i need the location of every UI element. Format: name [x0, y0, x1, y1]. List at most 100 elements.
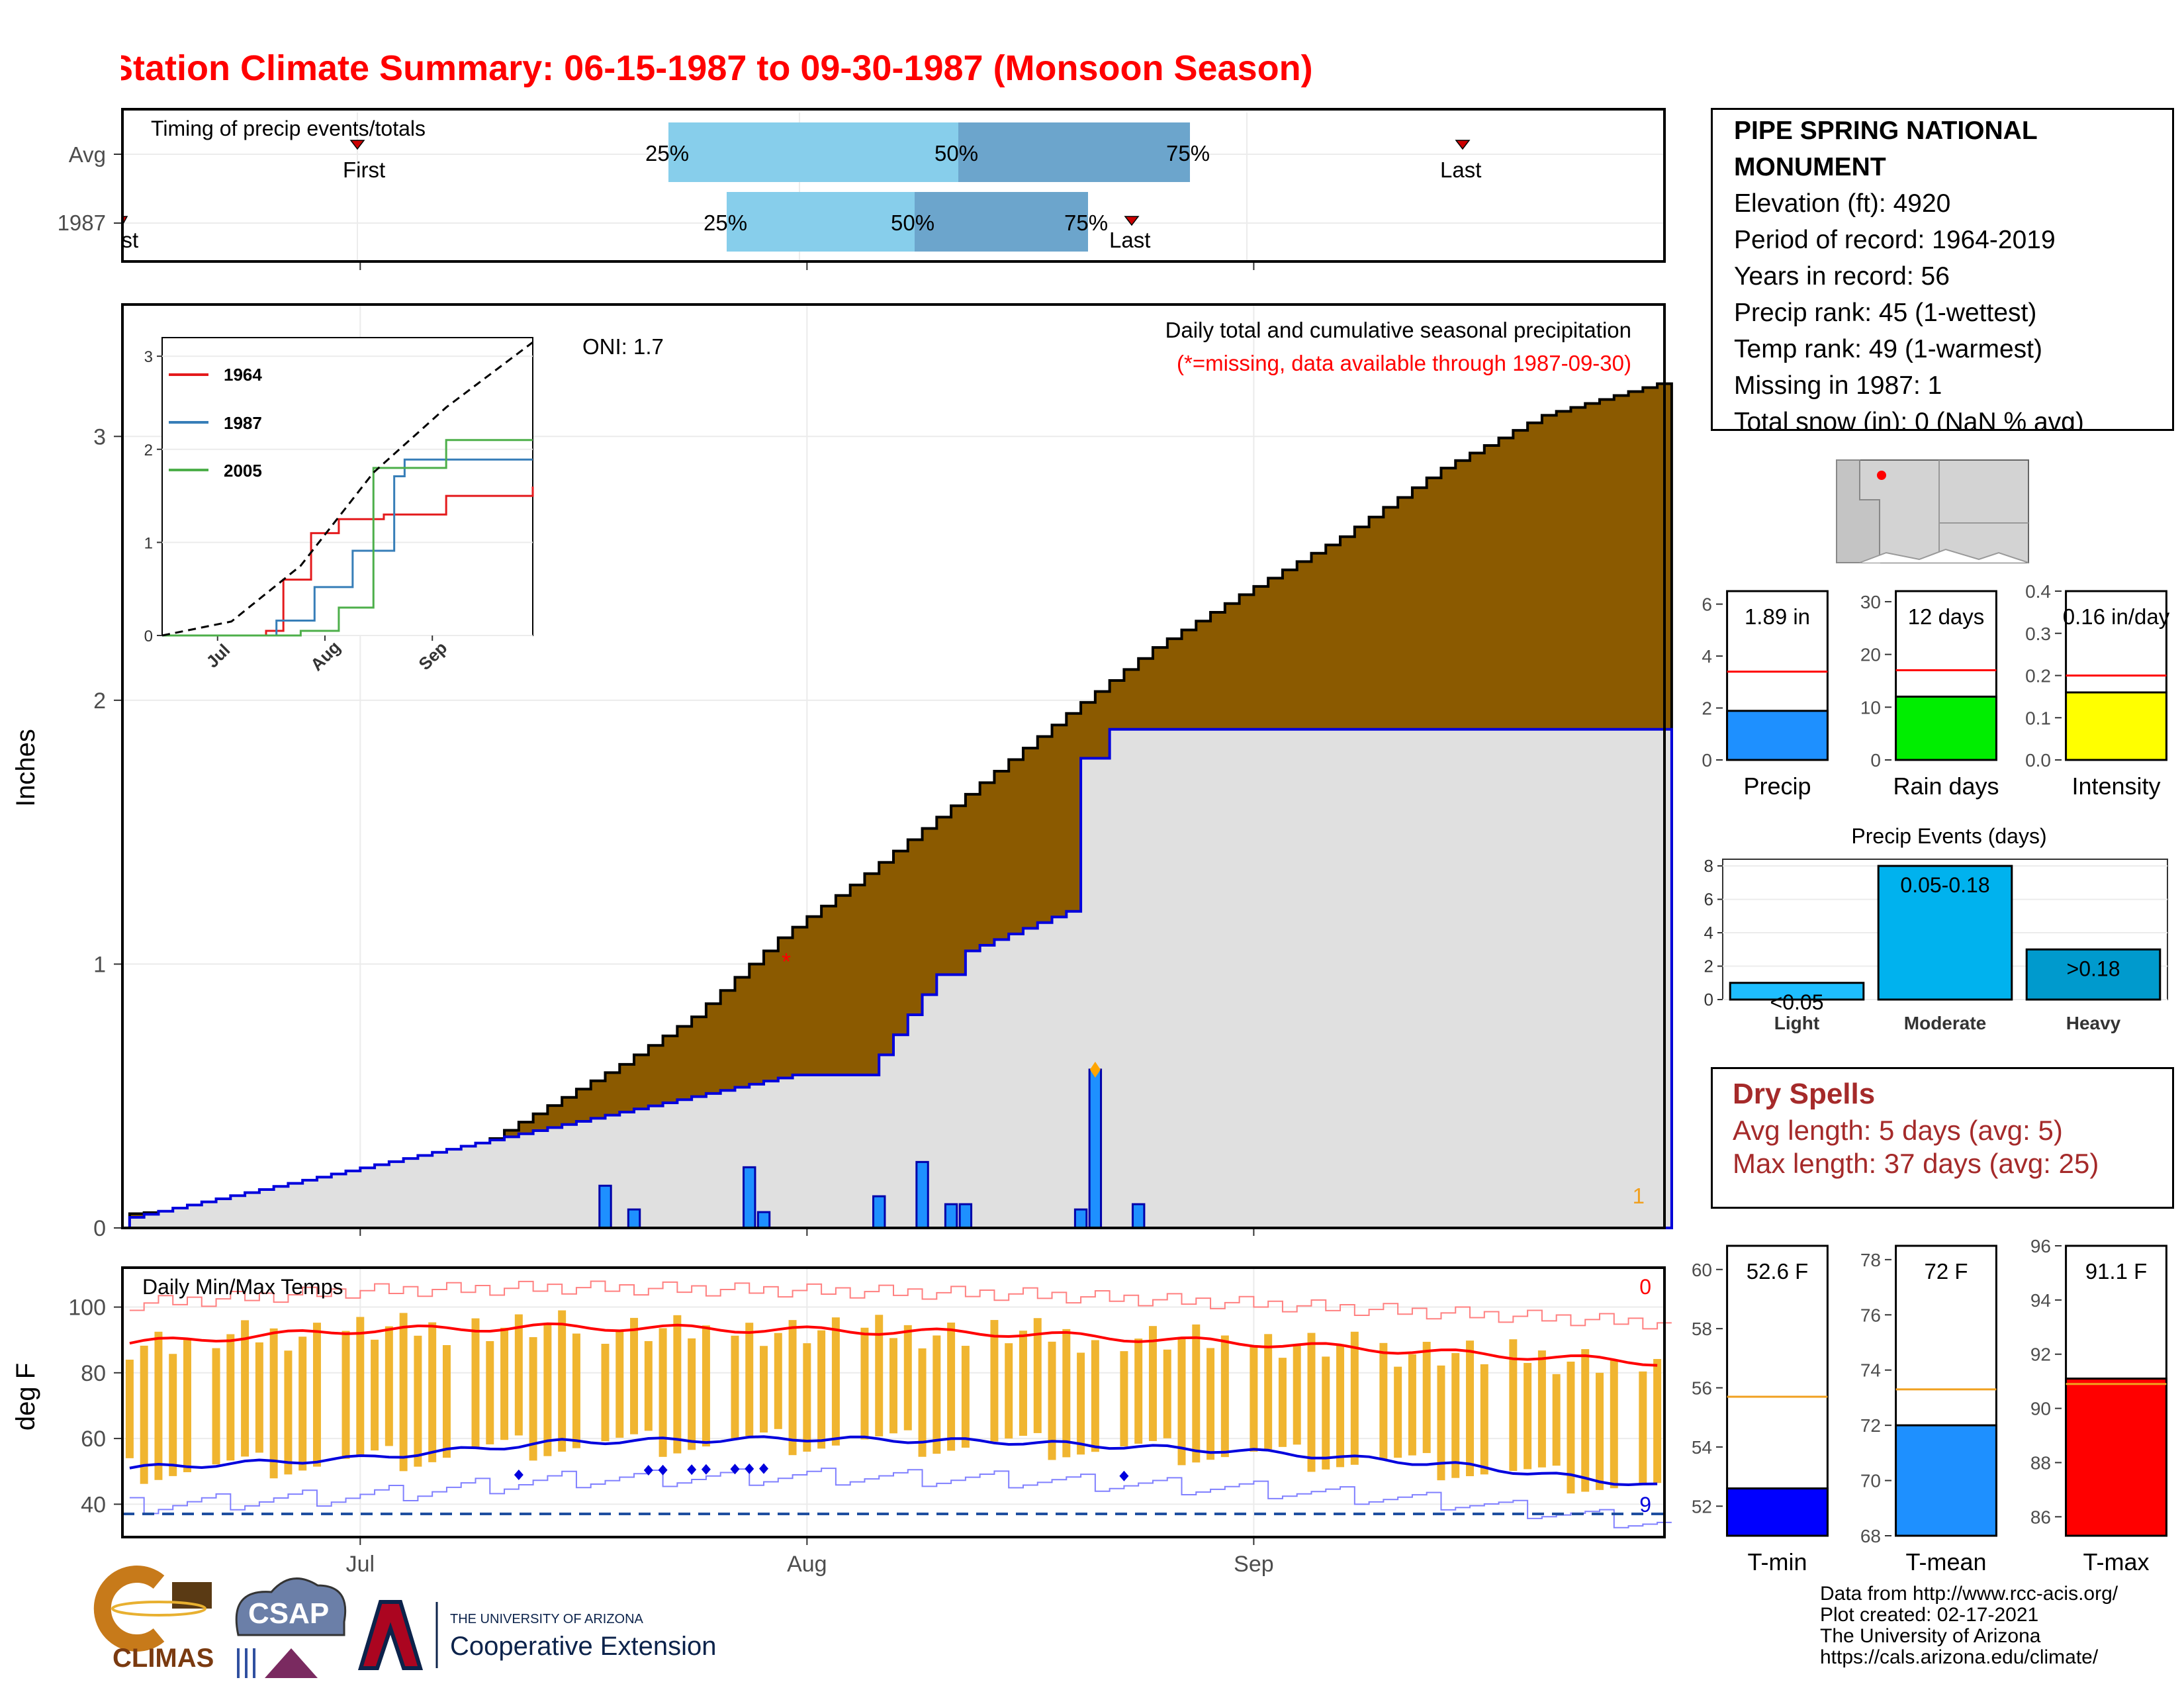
precip-ylabel: Inches [11, 729, 40, 807]
average-precip-area [128, 727, 1673, 1229]
temp-ytick-label: 60 [81, 1427, 106, 1452]
timing-1987-q25-label: 25% [704, 211, 747, 235]
daily-temp-bar [169, 1354, 177, 1476]
temp-ytick-label: 100 [68, 1295, 106, 1321]
timing-avg-q50-label: 50% [934, 141, 978, 165]
daily-temp-bar [947, 1322, 956, 1451]
timing-label: Timing of precip events/totals [151, 117, 426, 140]
mini-ytick-label: 90 [2030, 1399, 2051, 1419]
mini-ytick-label: 0.0 [2025, 750, 2051, 771]
station-precip-rank: Precip rank: 45 (1-wettest) [1734, 299, 2037, 327]
summary-bar-1: 0 10 20 30 12 days Rain days [1860, 590, 1999, 800]
max-precip-marker [1089, 1061, 1101, 1078]
daily-precip-bar [958, 1203, 973, 1229]
daily-precip-bar [872, 1195, 886, 1229]
daily-temp-bar [615, 1331, 624, 1438]
temp-ytick-label: 40 [81, 1492, 106, 1517]
daily-temp-bar [500, 1327, 509, 1440]
record-low-marker [1119, 1470, 1129, 1481]
daily-temp-bar [1537, 1350, 1546, 1468]
daily-temp-bar [414, 1335, 422, 1467]
daily-temp-bar [1163, 1349, 1171, 1438]
daily-temp-bar [1307, 1333, 1316, 1472]
x-tick-label: Sep [1234, 1552, 1274, 1577]
daily-temp-bar [1005, 1343, 1013, 1439]
events-ytick-label: 0 [1704, 990, 1713, 1009]
mini-ytick-label: 94 [2030, 1290, 2051, 1311]
ua-logo: THE UNIVERSITY OF ARIZONA Cooperative Ex… [357, 1600, 716, 1670]
station-snow: Total snow (in): 0 (NaN % avg) [1734, 408, 2084, 431]
record-low-marker [658, 1464, 668, 1476]
credit-line: Plot created: 02-17-2021 [1820, 1604, 2039, 1626]
mini-bar-value [1895, 1424, 1997, 1537]
daily-temp-bar [312, 1323, 321, 1467]
station-years: Years in record: 56 [1734, 262, 1950, 291]
record-low-marker [687, 1464, 697, 1476]
daily-temp-bar [889, 1338, 897, 1434]
daily-temp-bar [1610, 1360, 1618, 1489]
mini-bar-value-label: 91.1 F [2085, 1259, 2148, 1284]
mini-ytick-label: 70 [1860, 1471, 1881, 1491]
csap-logo: CSAP [235, 1577, 347, 1678]
mini-ytick-label: 0.3 [2025, 624, 2051, 644]
x-tick-label: Aug [787, 1552, 827, 1577]
ua-small-text: THE UNIVERSITY OF ARIZONA [450, 1612, 644, 1626]
events-title: Precip Events (days) [1851, 824, 2046, 848]
daily-temp-bar [341, 1331, 350, 1459]
mini-bar-value [1726, 710, 1829, 761]
record-low-marker [643, 1464, 653, 1476]
mini-ytick-label: 60 [1692, 1260, 1712, 1280]
temp-summary-bar-0: 52 54 56 58 60 52.6 F T-min [1692, 1244, 1829, 1575]
inset-xtick-label: Aug [306, 637, 344, 675]
timing-panel: Timing of precip events/totals First Las… [0, 0, 1666, 265]
daily-temp-bar [1019, 1331, 1027, 1436]
timing-1987-last-label: Last [1109, 228, 1150, 252]
daily-temp-bar [1480, 1364, 1488, 1475]
avg-first-marker [349, 140, 365, 150]
avg-last-marker [1455, 140, 1471, 150]
precip-ytick-label: 0 [93, 1216, 106, 1241]
inset-avg-line [161, 341, 533, 637]
record-low-marker [759, 1463, 769, 1474]
station-period: Period of record: 1964-2019 [1734, 226, 2056, 254]
events-bar-label: <0.05 [1770, 990, 1824, 1014]
daily-temp-bar [371, 1339, 379, 1451]
inset-line-1964 [162, 487, 534, 637]
daily-temp-bar [788, 1320, 797, 1456]
daily-temp-bar [269, 1328, 278, 1479]
mini-ytick-label: 52 [1692, 1496, 1712, 1517]
timing-avg-q75-label: 75% [1166, 141, 1210, 165]
precip-missing-count: 1 [1633, 1184, 1645, 1208]
mini-bar-value-label: 0.16 in/day [2063, 604, 2170, 629]
daily-temp-bar [918, 1348, 927, 1457]
credit-line: The University of Arizona [1820, 1625, 2041, 1647]
daily-temp-bar [831, 1317, 840, 1446]
events-bar [1877, 865, 2013, 1001]
daily-temp-bar [1264, 1334, 1273, 1450]
timing-row-avg: Avg [69, 142, 106, 167]
daily-temp-bar [1206, 1348, 1215, 1460]
daily-temp-bar [1293, 1345, 1301, 1445]
credit-line: https://cals.arizona.edu/climate/ [1820, 1646, 2099, 1668]
daily-temp-bar [529, 1336, 537, 1461]
locator-map [1836, 459, 2029, 563]
events-ytick-label: 4 [1704, 923, 1713, 943]
daily-temp-bar [990, 1320, 999, 1442]
timing-frame [121, 108, 1666, 263]
mini-ytick-label: 4 [1702, 646, 1712, 667]
dry-spells-box: Dry Spells Avg length: 5 days (avg: 5) M… [1711, 1067, 2174, 1209]
daily-precip-bar [1131, 1203, 1146, 1229]
record-low-marker [730, 1464, 740, 1475]
1987-last-marker [1124, 216, 1140, 226]
daily-precip-bar [627, 1208, 641, 1229]
daily-temp-bar [1250, 1346, 1258, 1452]
timing-left-clip [0, 0, 121, 265]
events-bar [1729, 982, 1865, 1001]
precip-title: Daily total and cumulative seasonal prec… [1165, 318, 1631, 342]
ua-big-text: Cooperative Extension [450, 1632, 716, 1661]
mini-ytick-label: 30 [1860, 592, 1881, 612]
daily-temp-bar [933, 1335, 941, 1454]
daily-temp-bar [1322, 1356, 1330, 1470]
daily-temp-bar [558, 1310, 567, 1452]
